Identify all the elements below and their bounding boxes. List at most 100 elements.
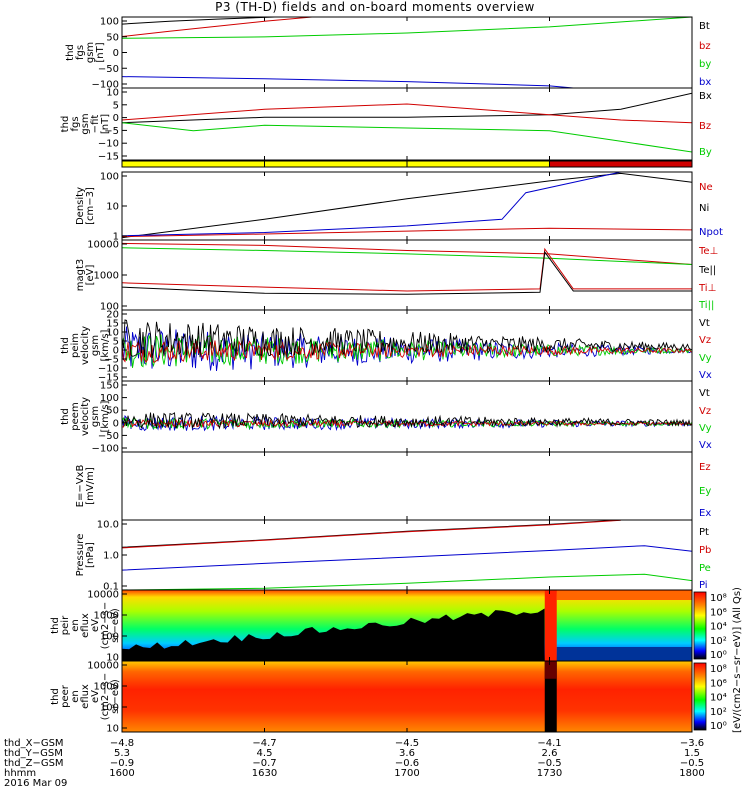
pressure-frame [121, 519, 693, 591]
legend-entry: bz [699, 41, 711, 52]
temperature-ylabel: magt3 [eV] [75, 259, 96, 292]
series-fgs_mag_detrended-By [122, 122, 692, 153]
peer-spectrogram [122, 661, 692, 732]
series-fgs_mag-bz [122, 17, 313, 37]
footer-value: 5.3 [114, 748, 130, 759]
footer-date: 2016 Mar 09 [4, 778, 67, 789]
pressure-ylabel: Pressure [nPa] [75, 534, 96, 577]
peir-gap-column [544, 590, 557, 661]
legend-entry: bx [699, 77, 711, 88]
y-tick-label: 100 [100, 302, 119, 313]
y-tick-label: 0 [113, 418, 119, 429]
legend-entry: By [699, 147, 712, 158]
y-tick-label: 50 [106, 406, 119, 417]
colorbar-tick: 10² [710, 636, 727, 647]
y-tick-label: −100 [92, 444, 119, 455]
peir_spec-ylabel: thd peir en eflux eV (cm2−s− sr−eV) [50, 602, 121, 649]
peir_spec-plot [122, 590, 692, 661]
legend-entry: Vx [699, 370, 712, 381]
legend-entry: Pt [699, 527, 709, 538]
svg-text:thd: thd [50, 688, 61, 705]
footer-value: −3.6 [680, 738, 704, 749]
legend-entry: Ey [699, 486, 711, 497]
svg-text:velocity: velocity [80, 397, 91, 436]
y-tick-label: 0 [113, 346, 119, 357]
efield-frame [121, 451, 693, 521]
colorbar-tick: 10⁸ [710, 593, 727, 604]
svg-text:fgs: fgs [75, 45, 86, 60]
density-plot [122, 172, 692, 239]
y-tick-label: 0.1 [103, 582, 119, 593]
series-fgs_mag_detrended-Bz [122, 103, 692, 124]
velocity-trace-3 [122, 412, 692, 430]
svg-text:[eV]: [eV] [85, 265, 96, 286]
colorbar-label: [eV/(cm2−s−sr−eV)] (All Qs) [732, 587, 743, 733]
footer-value: −0.7 [252, 758, 276, 769]
series-fgs_mag_detrended-Bx [122, 92, 692, 124]
legend-entry: Vt [699, 318, 710, 329]
colorbar-tick: 10⁴ [710, 693, 727, 704]
svg-text:thd: thd [60, 408, 71, 425]
svg-text:Density: Density [75, 187, 86, 225]
y-tick-label: −100 [92, 80, 119, 91]
series-density-Ne [122, 227, 692, 238]
mode-bar-segment [549, 161, 692, 167]
footer-row-label: thd_Z−GSM [4, 758, 64, 769]
series-temperature-Te [122, 250, 692, 295]
y-tick-label: 1000 [94, 611, 119, 622]
svg-text:peim: peim [70, 333, 81, 358]
y-tick-label: 100 [100, 172, 119, 183]
fgs_mag_detrended-plot [122, 92, 692, 153]
peir-lowE-band [556, 647, 692, 661]
y-tick-label: 10000 [87, 590, 119, 601]
colorbar-tick: 10⁶ [710, 607, 727, 618]
series-density-Ni [122, 172, 692, 239]
svg-text:sr−eV): sr−eV) [110, 608, 121, 643]
series-fgs_mag-bx [122, 76, 574, 88]
y-tick-label: −15 [98, 373, 119, 384]
y-tick-label: −10 [98, 139, 119, 150]
fgs_mag_detrended-ylabel: thd fgs gsm −fit [nT] [60, 113, 111, 134]
y-tick-label: −10 [98, 364, 119, 375]
legend-entry: Bz [699, 121, 711, 132]
svg-text:[nPa]: [nPa] [85, 542, 96, 568]
series-pressure-Pi [122, 545, 692, 571]
peim_velocity-frame [121, 309, 693, 382]
y-tick-label: 100 [100, 393, 119, 404]
y-tick-label: 5 [113, 337, 119, 348]
legend-entry: Vt [699, 388, 710, 399]
y-tick-label: 20 [106, 310, 119, 321]
peir-highE-band [556, 592, 692, 600]
series-density-Npot [122, 172, 621, 237]
svg-text:thd: thd [50, 617, 61, 634]
svg-text:(cm2−s−: (cm2−s− [100, 673, 111, 720]
svg-text:magt3: magt3 [75, 259, 86, 292]
svg-text:eV: eV [90, 619, 101, 632]
colorbar-tick: 10⁶ [710, 678, 727, 689]
colorbar [693, 591, 707, 660]
footer-value: −4.5 [395, 738, 419, 749]
legend-entry: Ex [699, 508, 711, 519]
footer-value: 4.5 [257, 748, 273, 759]
svg-text:velocity: velocity [80, 326, 91, 365]
peim_velocity-ylabel: thd peim velocity gsm [km/s] [60, 326, 111, 365]
fgs_mag_detrended-frame [121, 87, 693, 161]
velocity-trace-2 [122, 339, 692, 363]
legend-entry: Vy [699, 423, 712, 434]
svg-text:[km/s]: [km/s] [100, 400, 111, 432]
series-pressure-Pe [122, 573, 692, 590]
colorbar-tick: 10⁰ [710, 650, 727, 661]
colorbar-tick: 10⁰ [710, 721, 727, 732]
legend-entry: Ti|| [698, 300, 714, 311]
y-tick-label: −5 [104, 355, 119, 366]
y-tick-label: 1000 [94, 682, 119, 693]
y-tick-label: 150 [100, 381, 119, 392]
mode_bar-plot [122, 161, 692, 167]
svg-text:gsm: gsm [80, 113, 91, 134]
y-tick-label: −50 [98, 64, 119, 75]
y-tick-label: 100 [100, 17, 119, 28]
chart-title: P3 (TH-D) fields and on-board moments ov… [215, 0, 535, 14]
y-tick-label: 0 [113, 113, 119, 124]
y-tick-label: 10 [106, 202, 119, 213]
